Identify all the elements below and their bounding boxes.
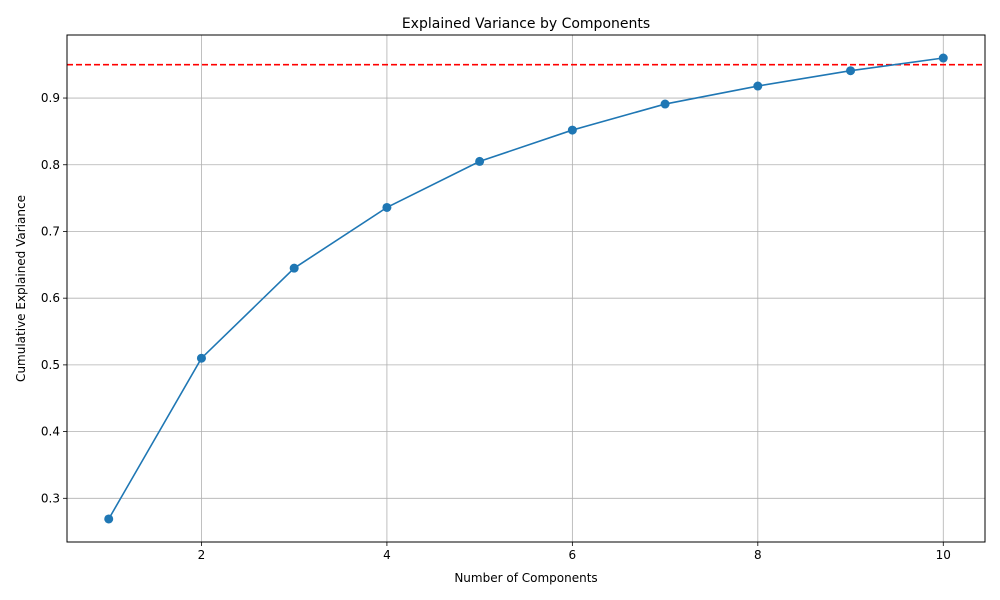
y-tick-label: 0.8: [41, 158, 60, 172]
tick-layer: 2 4 6 8 10 0.3 0.4 0.5 0.6 0.7 0.8 0.9: [41, 91, 951, 562]
data-point: [196, 353, 206, 363]
y-tick-label: 0.4: [41, 425, 60, 439]
series-layer: [104, 53, 948, 524]
data-point: [289, 263, 299, 273]
series-line: [108, 57, 944, 520]
data-point: [846, 66, 856, 76]
y-axis-title: Cumulative Explained Variance: [14, 195, 28, 382]
y-tick-label: 0.7: [41, 224, 60, 238]
data-point: [938, 53, 948, 63]
x-tick-label: 10: [936, 548, 951, 562]
data-point: [104, 514, 114, 524]
x-tick-label: 8: [754, 548, 762, 562]
data-point: [567, 125, 577, 135]
y-tick-label: 0.6: [41, 291, 60, 305]
y-tick-label: 0.9: [41, 91, 60, 105]
x-tick-label: 4: [383, 548, 391, 562]
y-tick-label: 0.5: [41, 358, 60, 372]
plot-frame: [66, 34, 986, 543]
data-point: [382, 202, 392, 212]
x-tick-label: 2: [198, 548, 206, 562]
data-point: [753, 81, 763, 91]
data-point: [475, 156, 485, 166]
chart-title: Explained Variance by Components: [402, 16, 650, 32]
data-point: [660, 99, 670, 109]
x-axis-title: Number of Components: [454, 571, 597, 585]
x-tick-label: 6: [569, 548, 577, 562]
grid: [67, 35, 985, 542]
y-tick-label: 0.3: [41, 491, 60, 505]
